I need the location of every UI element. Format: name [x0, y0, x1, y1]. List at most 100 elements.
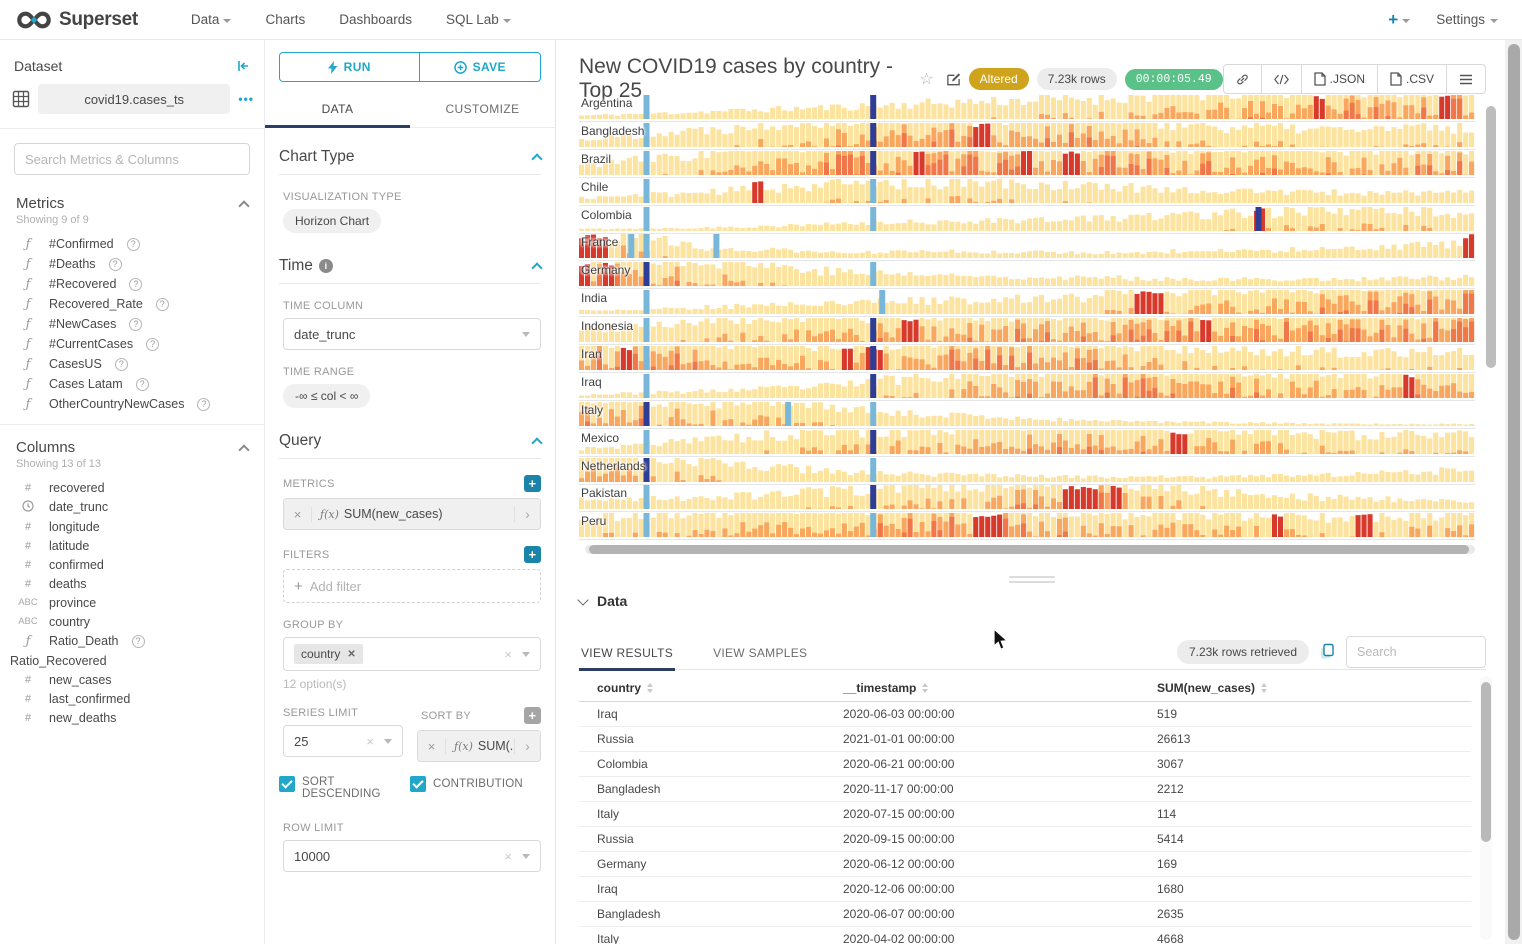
numeric-icon: # [16, 693, 40, 705]
copy-link-button[interactable] [1224, 65, 1262, 93]
columns-section-header[interactable]: Columns [0, 425, 264, 456]
table-cell: 3067 [1139, 752, 1471, 776]
nav-item-charts[interactable]: Charts [265, 12, 305, 27]
nav-item-dashboards[interactable]: Dashboards [339, 12, 412, 27]
favorite-star-icon[interactable]: ☆ [919, 69, 933, 89]
add-filter-dropzone[interactable]: + Add filter [283, 569, 541, 603]
metric-item[interactable]: ƒ#Recovered? [8, 274, 256, 294]
visualization-type-value[interactable]: Horizon Chart [283, 209, 381, 233]
metric-item[interactable]: ƒCases Latam? [8, 374, 256, 394]
group-by-select[interactable]: country ✕ × [283, 637, 541, 671]
column-header-timestamp[interactable]: __timestamp [825, 674, 1139, 701]
time-column-select[interactable]: date_trunc [283, 318, 541, 350]
new-item-button[interactable]: + [1388, 10, 1410, 30]
horizon-row: India [579, 290, 1475, 316]
collapse-sidebar-icon[interactable] [236, 59, 250, 73]
clear-icon[interactable]: × [504, 849, 512, 864]
dataset-options-icon[interactable]: ••• [238, 92, 254, 106]
table-cell: Bangladesh [579, 902, 825, 926]
chevron-down-icon [1490, 19, 1498, 23]
function-icon: ƒ [16, 357, 40, 372]
column-item[interactable]: ƒRatio_Death? [8, 631, 256, 651]
altered-badge[interactable]: Altered [969, 68, 1029, 90]
metric-item[interactable]: ƒCasesUS? [8, 354, 256, 374]
add-metric-button[interactable]: + [524, 475, 541, 492]
time-range-value[interactable]: -∞ ≤ col < ∞ [283, 384, 370, 408]
remove-metric-icon[interactable]: × [284, 507, 312, 522]
column-item[interactable]: #last_confirmed [8, 689, 256, 708]
nav-item-data[interactable]: Data [191, 12, 232, 27]
column-header-sum-new-cases[interactable]: SUM(new_cases) [1139, 674, 1471, 701]
contribution-checkbox[interactable] [410, 776, 426, 792]
data-section-header[interactable]: Data [579, 593, 627, 609]
column-item[interactable]: #new_deaths [8, 708, 256, 727]
remove-sort-icon[interactable]: × [418, 739, 446, 754]
export-json-button[interactable]: .JSON [1302, 65, 1378, 93]
chart-type-section-header[interactable]: Chart Type [279, 148, 541, 175]
column-item[interactable]: #confirmed [8, 555, 256, 574]
remove-chip-icon[interactable]: ✕ [347, 649, 355, 660]
tab-view-results[interactable]: VIEW RESULTS [579, 646, 675, 670]
chevron-right-icon[interactable]: › [514, 506, 540, 522]
chart-horizontal-scrollbar[interactable] [585, 545, 1475, 554]
help-icon: ? [146, 338, 159, 351]
clear-icon[interactable]: × [504, 647, 512, 662]
row-limit-select[interactable]: 10000 × [283, 840, 541, 872]
tab-customize[interactable]: CUSTOMIZE [410, 92, 555, 127]
embed-code-button[interactable] [1262, 65, 1302, 93]
series-limit-label: SERIES LIMIT [283, 707, 403, 719]
dataset-table-icon [12, 90, 30, 108]
help-icon: ? [156, 298, 169, 311]
chevron-right-icon[interactable]: › [514, 738, 540, 754]
save-button[interactable]: SAVE [419, 52, 541, 82]
column-item[interactable]: ABCprovince [8, 593, 256, 612]
function-icon: ƒ [16, 317, 40, 332]
metrics-columns-search-input[interactable] [14, 143, 250, 175]
panel-resize-handle[interactable] [1009, 573, 1055, 586]
column-item[interactable]: #recovered [8, 478, 256, 497]
tab-view-samples[interactable]: VIEW SAMPLES [711, 646, 809, 670]
column-item[interactable]: #latitude [8, 536, 256, 555]
edit-title-icon[interactable] [946, 72, 961, 87]
chart-vertical-scrollbar[interactable] [1486, 98, 1496, 545]
numeric-icon: # [16, 540, 40, 552]
table-cell: 2635 [1139, 902, 1471, 926]
time-section-header[interactable]: Time i [279, 257, 541, 284]
run-button[interactable]: RUN [279, 52, 420, 82]
column-item[interactable]: date_trunc [8, 497, 256, 517]
column-item[interactable]: Ratio_Recovered [8, 651, 256, 670]
add-sort-button[interactable]: + [524, 707, 541, 724]
metric-chip[interactable]: × ƒ(x) SUM(new_cases) › [284, 499, 540, 529]
export-csv-button[interactable]: .CSV [1378, 65, 1447, 93]
column-header-country[interactable]: country [579, 674, 825, 701]
page-scrollbar[interactable] [1505, 40, 1522, 944]
series-limit-select[interactable]: 25 × [283, 725, 403, 757]
metric-item[interactable]: ƒ#Deaths? [8, 254, 256, 274]
column-item[interactable]: #longitude [8, 517, 256, 536]
column-item[interactable]: #new_cases [8, 670, 256, 689]
metric-item[interactable]: ƒOtherCountryNewCases? [8, 394, 256, 414]
metric-item[interactable]: ƒ#NewCases? [8, 314, 256, 334]
clear-icon[interactable]: × [366, 734, 374, 749]
column-item[interactable]: #deaths [8, 574, 256, 593]
query-section-header[interactable]: Query [279, 432, 541, 459]
results-search-input[interactable] [1346, 636, 1486, 668]
metric-item[interactable]: ƒ#Confirmed? [8, 234, 256, 254]
dataset-name[interactable]: covid19.cases_ts [38, 84, 230, 114]
table-vertical-scrollbar[interactable] [1480, 676, 1492, 940]
table-row: Bangladesh2020-06-07 00:00:002635 [579, 902, 1471, 927]
chevron-up-icon [531, 437, 542, 448]
settings-menu[interactable]: Settings [1436, 12, 1498, 27]
metric-item[interactable]: ƒ#CurrentCases? [8, 334, 256, 354]
add-filter-plus-button[interactable]: + [524, 546, 541, 563]
copy-results-button[interactable] [1319, 643, 1336, 660]
metric-item[interactable]: ƒRecovered_Rate? [8, 294, 256, 314]
tab-data[interactable]: DATA [265, 92, 410, 127]
sort-by-chip[interactable]: × ƒ(x) SUM(... › [418, 731, 540, 761]
nav-item-sqllab[interactable]: SQL Lab [446, 12, 511, 27]
metrics-section-header[interactable]: Metrics [0, 181, 264, 212]
chart-menu-button[interactable] [1447, 65, 1485, 93]
sort-descending-checkbox[interactable] [279, 776, 295, 792]
column-item[interactable]: ABCcountry [8, 612, 256, 631]
superset-logo[interactable]: Superset [16, 9, 138, 31]
